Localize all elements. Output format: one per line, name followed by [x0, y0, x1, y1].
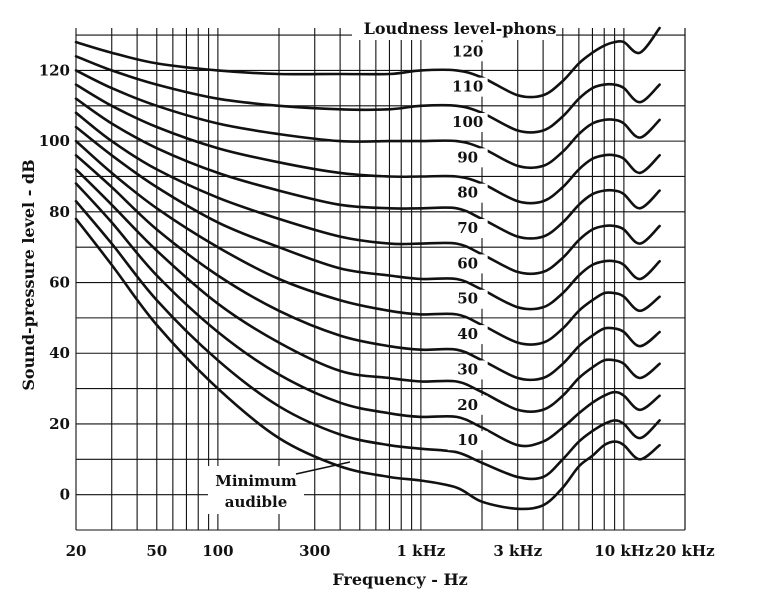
curve-label-backdrop	[447, 219, 488, 239]
y-tick-label: 80	[49, 203, 70, 221]
curve-label-30: 30	[457, 360, 478, 378]
curve-labels: 120 110 100 90 80 70 60 50 40 30 20 10	[447, 42, 488, 451]
loudness-curve-80	[74, 97, 661, 240]
loudness-curve-60	[74, 125, 661, 311]
loudness-curve-70	[74, 111, 661, 276]
curve-label-90: 90	[457, 148, 478, 166]
curve-label-backdrop	[447, 77, 488, 97]
title-backdrop	[352, 16, 556, 40]
curve-label-110: 110	[452, 78, 483, 96]
curve-label-backdrop	[447, 360, 488, 380]
x-tick-label: 20 kHz	[655, 542, 715, 560]
annotation-line-1: Minimum	[215, 472, 297, 490]
grid	[75, 28, 686, 531]
curve-label-backdrop	[447, 183, 488, 203]
curve-label-backdrop	[447, 395, 488, 415]
chart-title: Loudness level-phons	[364, 19, 557, 38]
loudness-curve-10	[74, 199, 661, 481]
x-tick-label: 50	[146, 542, 167, 560]
loudness-curve-40	[74, 154, 661, 382]
curve-label-100: 100	[452, 113, 483, 131]
y-tick-label: 0	[60, 486, 70, 504]
x-tick-label: 20	[66, 542, 87, 560]
x-tick-label: 1 kHz	[397, 542, 446, 560]
x-tick-label: 100	[202, 542, 233, 560]
y-tick-label: 20	[49, 415, 70, 433]
y-tick-label: 40	[49, 344, 70, 362]
curve-label-backdrop	[447, 148, 488, 168]
loudness-curve-100	[74, 69, 661, 170]
loudness-curve-120	[74, 26, 661, 99]
x-axis-title: Frequency - Hz	[332, 570, 467, 589]
curve-label-10: 10	[457, 431, 478, 449]
curve-label-60: 60	[457, 254, 478, 272]
x-tick-label: 10 kHz	[594, 542, 654, 560]
loudness-curve-110	[74, 55, 661, 134]
loudness-curve-50	[74, 139, 661, 346]
curve-label-backdrop	[447, 431, 488, 451]
loudness-curve-90	[74, 83, 661, 205]
loudness-curve-30	[74, 168, 661, 414]
y-axis-title: Sound-pressure level - dB	[19, 159, 38, 390]
loudness-curve-20	[74, 182, 661, 448]
curve-label-backdrop	[447, 325, 488, 345]
curve-label-40: 40	[457, 325, 478, 343]
curve-label-backdrop	[447, 289, 488, 309]
curve-label-backdrop	[447, 42, 488, 62]
y-tick-label: 120	[39, 61, 70, 79]
loudness-curve-minimum-audible	[74, 217, 661, 511]
curve-label-80: 80	[457, 184, 478, 202]
curve-label-20: 20	[457, 396, 478, 414]
annotation-backdrop	[208, 466, 304, 514]
x-tick-label: 3 kHz	[493, 542, 542, 560]
curve-label-70: 70	[457, 219, 478, 237]
annotation-line-2: audible	[225, 493, 288, 511]
loudness-curves	[74, 26, 661, 511]
x-tick-labels: 20 50 100 300 1 kHz 3 kHz 10 kHz 20 kHz	[66, 542, 716, 560]
y-tick-label: 100	[39, 132, 70, 150]
x-tick-label: 300	[299, 542, 330, 560]
annotation-pointer	[295, 461, 351, 475]
curve-label-120: 120	[452, 42, 483, 60]
minimum-audible-annotation: Minimum audible	[208, 461, 351, 514]
y-tick-labels: 0 20 40 60 80 100 120	[39, 61, 70, 503]
curve-label-backdrop	[447, 112, 488, 132]
curve-label-50: 50	[457, 290, 478, 308]
y-tick-label: 60	[49, 274, 70, 292]
curve-label-backdrop	[447, 254, 488, 274]
